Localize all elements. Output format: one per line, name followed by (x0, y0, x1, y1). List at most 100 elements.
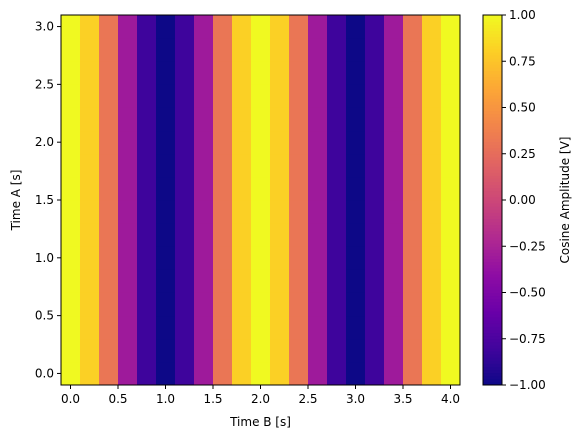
heatmap-cell (270, 38, 290, 62)
heatmap-cell (308, 292, 328, 317)
heatmap-cell (232, 15, 252, 39)
colorbar-strip (483, 357, 502, 361)
heatmap-cell (441, 15, 461, 39)
heatmap-cell (384, 361, 404, 386)
heatmap-cell (308, 38, 328, 62)
colorbar-strip (483, 304, 502, 309)
colorbar-strip (483, 119, 502, 124)
heatmap-cell (99, 246, 119, 270)
colorbar-strip (483, 150, 502, 155)
colorbar-strip (483, 159, 502, 164)
colorbar-strip (483, 95, 502, 99)
heatmap-cell (403, 200, 423, 224)
heatmap-cell (289, 269, 309, 293)
heatmap-cell (251, 269, 271, 293)
x-tick-label: 2.0 (251, 392, 270, 406)
colorbar-strip (483, 132, 502, 136)
heatmap-cell (137, 130, 157, 155)
heatmap-cell (327, 338, 347, 363)
colorbar-strip (483, 184, 502, 189)
heatmap-cell (175, 107, 195, 132)
heatmap-cell (403, 84, 423, 108)
colorbar-strip (483, 317, 502, 321)
heatmap-cell (308, 223, 328, 247)
colorbar-strip (483, 113, 502, 118)
heatmap-cell (308, 361, 328, 386)
heatmap-cell (384, 153, 404, 178)
x-tick-label: 0.5 (108, 392, 127, 406)
heatmap-cell (289, 84, 309, 108)
heatmap-cell (270, 315, 290, 340)
colorbar-strip (483, 246, 502, 250)
colorbar-strip (483, 240, 502, 244)
heatmap-cell (441, 269, 461, 293)
heatmap-cell (194, 176, 214, 201)
heatmap-cell (232, 84, 252, 108)
heatmap-cell (289, 200, 309, 224)
heatmap-cell (61, 61, 81, 85)
heatmap-cell (384, 107, 404, 132)
heatmap-cell (289, 176, 309, 201)
heatmap-cell (308, 338, 328, 363)
heatmap-cell (270, 292, 290, 317)
heatmap-cell (137, 107, 157, 132)
heatmap-cell (441, 84, 461, 108)
heatmap-cell (137, 15, 157, 39)
heatmap-cell (346, 361, 366, 386)
heatmap-cell (384, 38, 404, 62)
heatmap-cell (308, 107, 328, 132)
colorbar-strip (483, 354, 502, 358)
colorbar-tick-label: −1.00 (509, 378, 546, 392)
heatmap-cell (213, 61, 233, 85)
heatmap-cell (175, 61, 195, 85)
heatmap-cell (422, 246, 442, 270)
colorbar-strip (483, 320, 502, 324)
heatmap-cell (61, 200, 81, 224)
heatmap-cell (346, 38, 366, 62)
heatmap-cell (137, 84, 157, 108)
heatmap-cell (99, 176, 119, 201)
colorbar-strip (483, 101, 502, 105)
heatmap-cell (118, 153, 138, 178)
heatmap-cell (422, 361, 442, 386)
colorbar-tick-label: 0.50 (509, 101, 536, 115)
colorbar-strip (483, 116, 502, 121)
heatmap-cell (232, 246, 252, 270)
heatmap-cell (289, 130, 309, 155)
colorbar-tick-label: 0.25 (509, 147, 536, 161)
heatmap-cell (403, 361, 423, 386)
heatmap-cell (441, 223, 461, 247)
heatmap-cell (289, 246, 309, 270)
heatmap-cell (327, 153, 347, 178)
heatmap-cell (213, 84, 233, 108)
heatmap-cell (232, 338, 252, 363)
heatmap-cell (61, 292, 81, 317)
colorbar-strip (483, 33, 502, 38)
heatmap-cell (213, 130, 233, 155)
heatmap-cell (175, 15, 195, 39)
heatmap-cell (99, 15, 119, 39)
heatmap-cell (213, 246, 233, 270)
heatmap-cell (61, 84, 81, 108)
x-tick-label: 2.5 (298, 392, 317, 406)
heatmap-cell (346, 153, 366, 178)
heatmap-cell (384, 223, 404, 247)
heatmap-cell (99, 130, 119, 155)
heatmap-cell (441, 246, 461, 270)
heatmap-cell (251, 223, 271, 247)
heatmap-cells (61, 15, 461, 386)
colorbar-strip (483, 209, 502, 213)
colorbar-strip (483, 181, 502, 186)
heatmap-cell (422, 338, 442, 363)
heatmap-cell (308, 15, 328, 39)
heatmap-cell (251, 361, 271, 386)
heatmap-cell (403, 153, 423, 178)
colorbar-strip (483, 92, 502, 96)
x-tick-label: 0.0 (61, 392, 80, 406)
colorbar-strip (483, 45, 502, 50)
heatmap-cell (156, 153, 176, 178)
colorbar-strip (483, 98, 502, 102)
heatmap-cell (194, 361, 214, 386)
heatmap-cell (118, 107, 138, 132)
heatmap-cell (156, 223, 176, 247)
